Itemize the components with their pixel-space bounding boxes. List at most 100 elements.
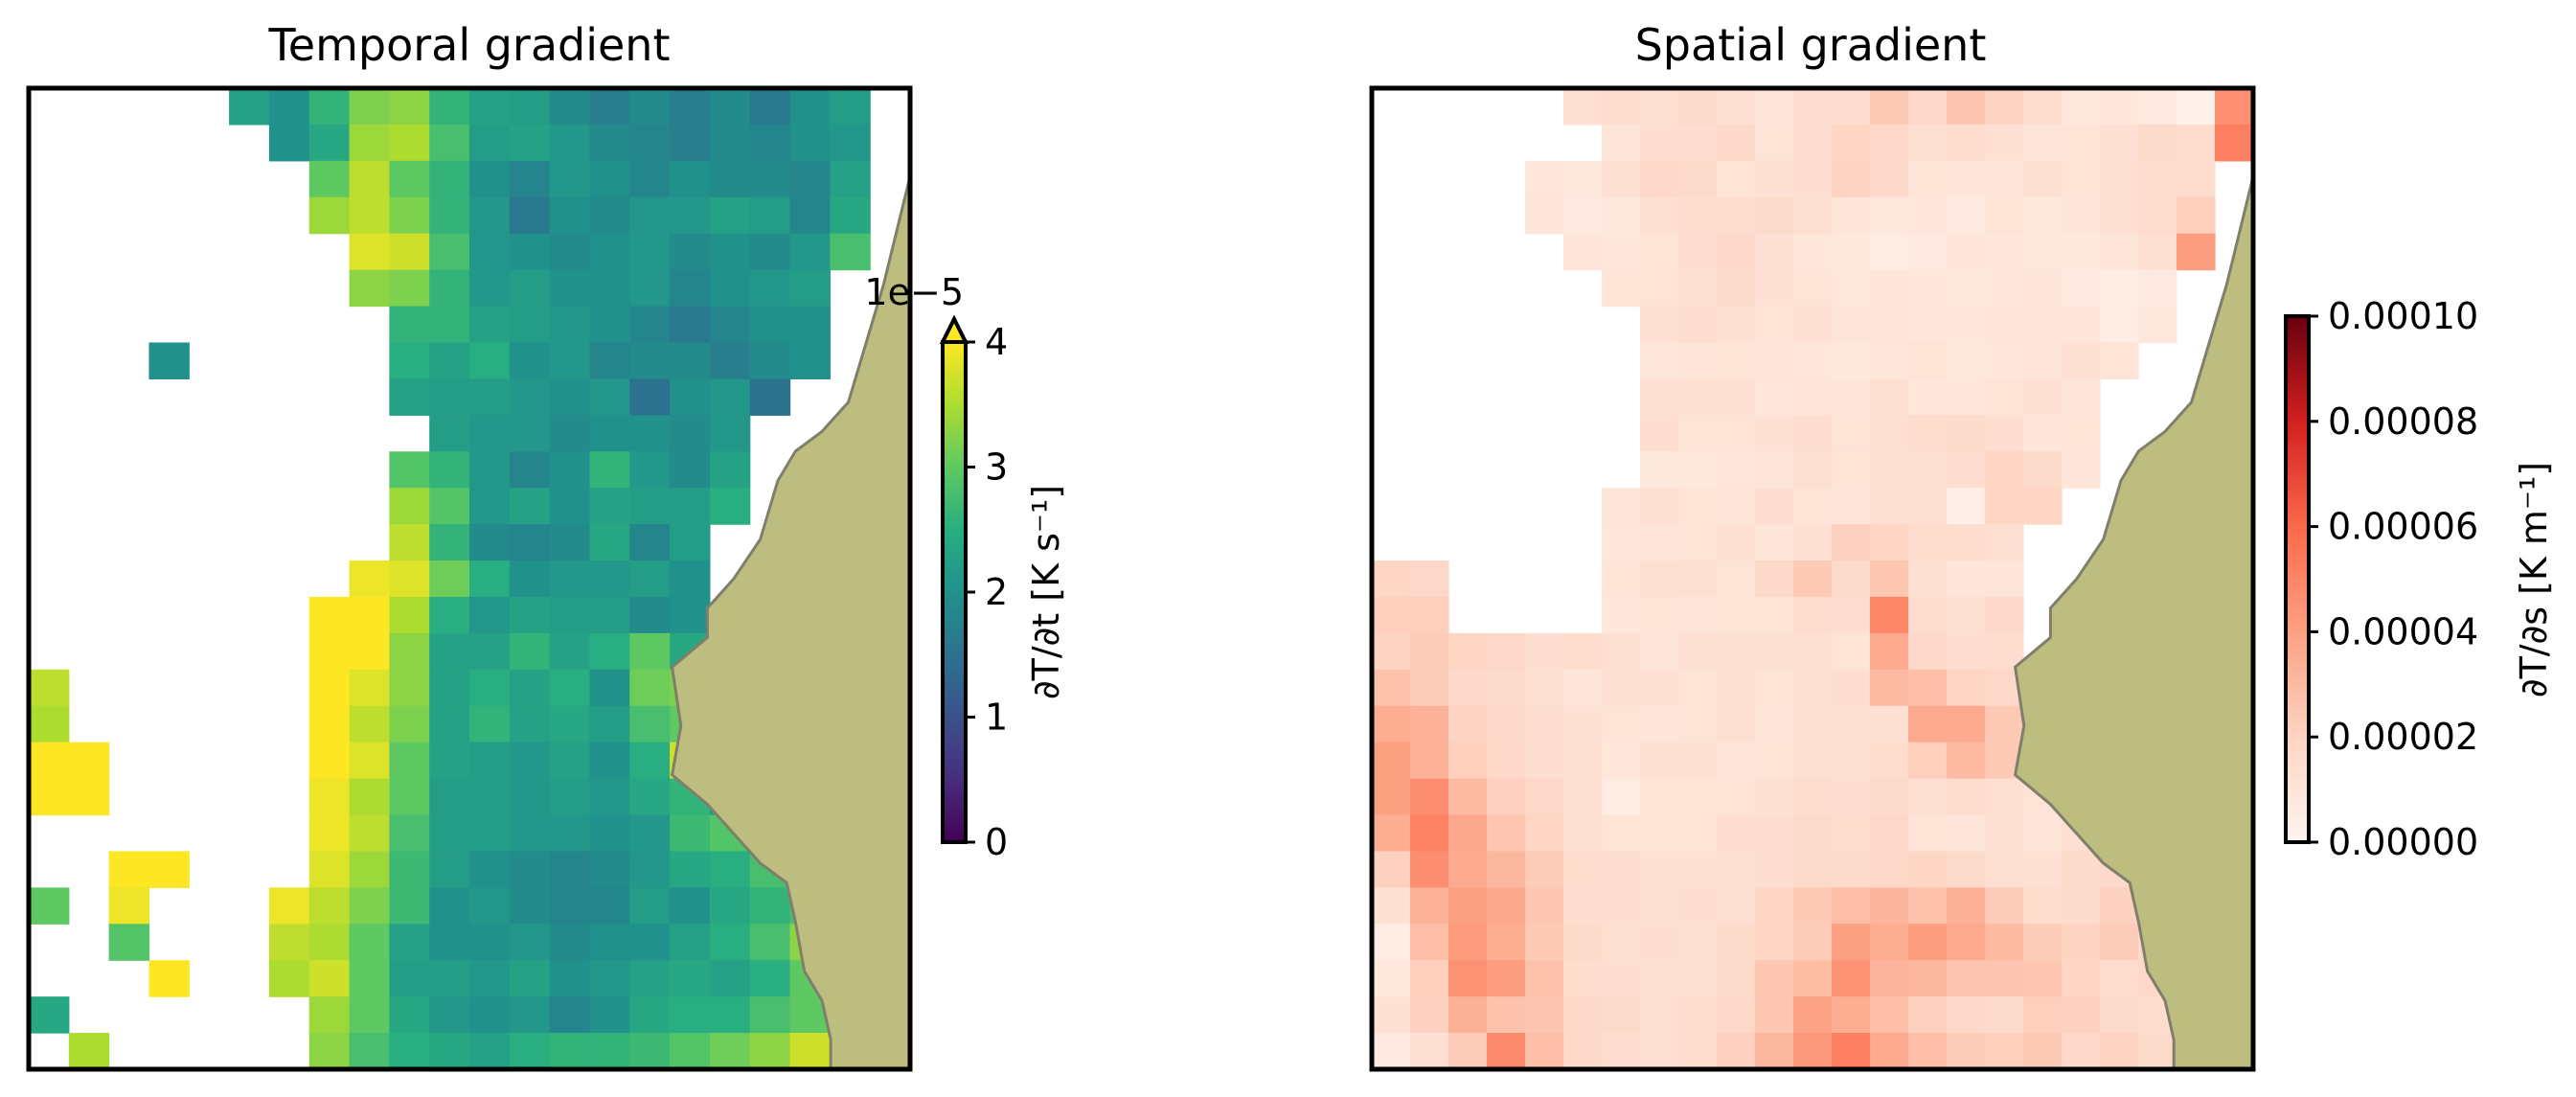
heatmap-cell [1985,924,2024,961]
heatmap-cell [1908,415,1948,452]
heatmap-cell [1602,851,1641,888]
heatmap-cell [670,1033,710,1070]
heatmap-cell [1793,670,1833,707]
heatmap-cell [1410,560,1449,598]
heatmap-cell [1717,670,1756,707]
heatmap-cell [589,670,629,707]
heatmap-cell [589,815,629,853]
heatmap-cell [1410,887,1449,925]
heatmap-cell [510,234,550,271]
heatmap-cell [309,88,350,126]
heatmap-cell [1832,851,1871,888]
heatmap-cell [1678,378,1718,416]
colorbar-tick-label: 1 [985,697,1008,739]
heatmap-cell [550,597,590,634]
colorbar-tick-label: 0.00008 [2328,400,2478,443]
heatmap-cell [2177,161,2216,198]
heatmap-cell [389,488,429,525]
heatmap-cell [1678,88,1718,126]
heatmap-cell [629,633,670,671]
heatmap-cell [1678,197,1718,235]
heatmap-cell [670,197,710,235]
heatmap-cell [1755,887,1794,925]
heatmap-cell [2062,996,2101,1034]
heatmap-cell [429,415,469,452]
heatmap-cell [1602,743,1641,780]
heatmap-cell [1755,1033,1794,1070]
heatmap-cell [389,1033,429,1070]
heatmap-cell [1793,234,1833,271]
heatmap-cell [1563,851,1603,888]
heatmap-cell [1640,524,1679,561]
heatmap-cell [1832,815,1871,853]
heatmap-cell [1448,851,1488,888]
heatmap-cell [269,924,309,961]
heatmap-cell [1985,88,2024,126]
heatmap-cell [510,488,550,525]
heatmap-cell [1410,706,1449,743]
heatmap-cell [1908,488,1948,525]
heatmap-cell [1870,560,1909,598]
heatmap-cell [1985,960,2024,997]
heatmap-cell [2023,887,2063,925]
heatmap-cell [1410,597,1449,634]
heatmap-cell [1602,560,1641,598]
heatmap-cell [1793,996,1833,1034]
heatmap-cell [510,887,550,925]
heatmap-cell [1717,161,1756,198]
heatmap-cell [469,488,510,525]
heatmap-cell [1410,670,1449,707]
heatmap-cell [1678,524,1718,561]
heatmap-cell [750,125,790,162]
heatmap-cell [1678,851,1718,888]
heatmap-cell [389,307,429,344]
heatmap-cell [510,415,550,452]
heatmap-cell [1640,815,1679,853]
heatmap-cell [148,960,189,997]
heatmap-cell [2062,88,2101,126]
heatmap-cell [589,779,629,816]
heatmap-cell [629,342,670,379]
heatmap-cell [1678,125,1718,162]
heatmap-cell [710,125,750,162]
heatmap-cell [1870,197,1909,235]
heatmap-cell [550,161,590,198]
heatmap-cell [2100,270,2139,308]
heatmap-cell [1832,342,1871,379]
heatmap-cell [1755,560,1794,598]
heatmap-cell [1755,633,1794,671]
heatmap-cell [1755,451,1794,489]
heatmap-cell [1870,960,1909,997]
heatmap-cell [589,960,629,997]
heatmap-cell [1793,887,1833,925]
heatmap-cell [309,743,350,780]
heatmap-cell [589,161,629,198]
heatmap-cell [670,161,710,198]
heatmap-cell [670,88,710,126]
heatmap-cell [1947,197,1986,235]
heatmap-cell [629,743,670,780]
heatmap-cell [1372,743,1411,780]
heatmap-cell [1602,960,1641,997]
heatmap-cell [510,560,550,598]
heatmap-cell [1755,415,1794,452]
heatmap-cell [1793,88,1833,126]
heatmap-cell [1448,960,1488,997]
heatmap-cell [429,342,469,379]
heatmap-cell [1908,378,1948,416]
heatmap-cell [1985,887,2024,925]
heatmap-cell [1908,270,1948,308]
heatmap-cell [589,307,629,344]
heatmap-cell [29,743,69,780]
heatmap-cell [710,415,750,452]
heatmap-cell [469,197,510,235]
heatmap-cell [1755,342,1794,379]
heatmap-cell [1947,1033,1986,1070]
heatmap-cell [1908,524,1948,561]
heatmap-cell [1717,378,1756,416]
heatmap-cell [1678,779,1718,816]
heatmap-cell [429,815,469,853]
heatmap-cell [629,125,670,162]
heatmap-cell [629,960,670,997]
heatmap-cell [469,597,510,634]
